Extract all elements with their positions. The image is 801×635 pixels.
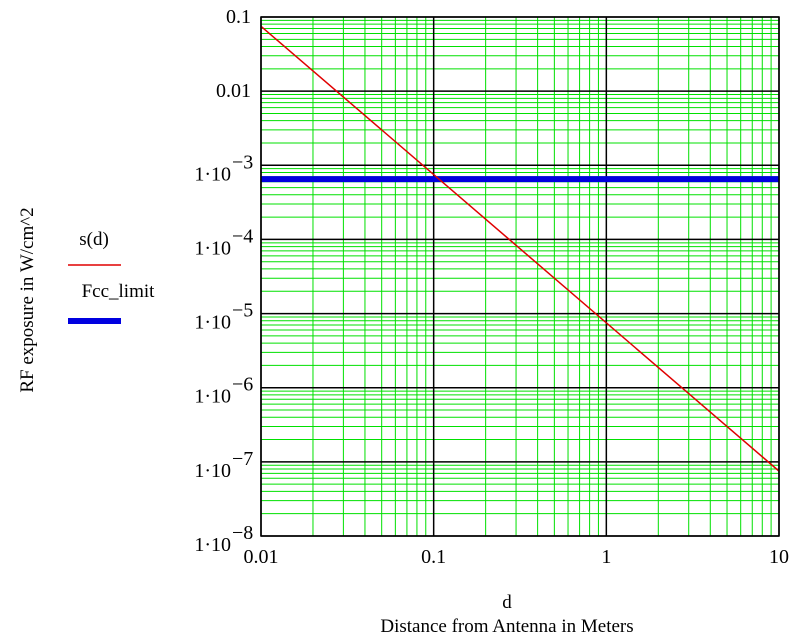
y-tick-label: 0.01 — [216, 80, 251, 102]
tick-labels: 0.01 0.1 1 100.10.011·10−31·10−41·10−51·10−… — [194, 6, 789, 568]
x-axis-subtitle: Distance from Antenna in Meters — [380, 616, 633, 635]
y-tick-label: 1·10 — [194, 312, 231, 334]
y-tick-exponent: −5 — [232, 300, 253, 322]
minor-grid — [261, 17, 779, 536]
legend: s(d) Fcc_limit — [68, 229, 156, 324]
legend-label-fcc-limit: Fcc_limit — [82, 281, 156, 302]
legend-label-s-d: s(d) — [79, 229, 109, 250]
x-axis-title: d — [502, 592, 512, 613]
y-tick-label: 1·10 — [194, 534, 231, 556]
y-axis-title: RF exposure in W/cm^2 — [17, 207, 38, 392]
y-tick-label: 1·10 — [194, 386, 231, 408]
y-tick-exponent: −3 — [232, 151, 253, 173]
x-tick-label: 10 — [769, 546, 789, 568]
y-tick-exponent: −4 — [232, 225, 253, 247]
x-tick-label: 0.01 — [244, 546, 279, 568]
y-tick-label: 1·10 — [194, 237, 231, 259]
series-layer — [260, 25, 780, 472]
y-tick-exponent: −6 — [232, 374, 253, 396]
y-tick-label: 0.1 — [226, 6, 251, 28]
plot-frame — [260, 16, 780, 537]
series-line-s-d — [260, 25, 780, 472]
y-tick-label: 1·10 — [194, 460, 231, 482]
y-tick-label: 1·10 — [194, 163, 231, 185]
y-tick-exponent: −7 — [232, 448, 253, 470]
y-tick-exponent: −8 — [232, 522, 253, 544]
x-tick-label: 0.1 — [421, 546, 446, 568]
x-tick-label: 1 — [601, 546, 611, 568]
